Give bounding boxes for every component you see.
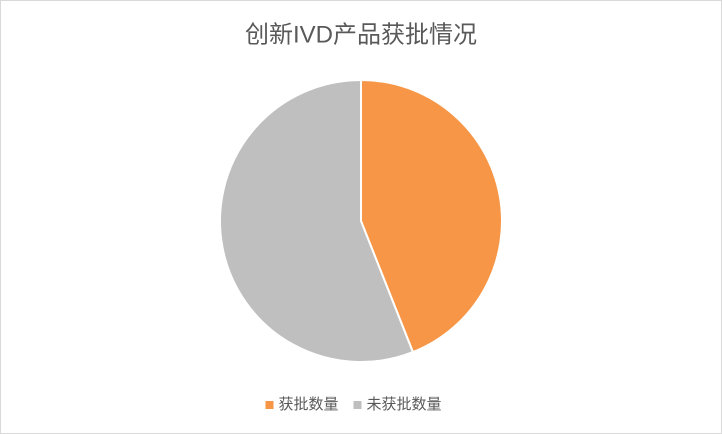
chart-title: 创新IVD产品获批情况 [245, 21, 477, 48]
legend-label: 未获批数量 [367, 396, 442, 413]
pie-slice [219, 78, 415, 363]
legend-swatch [265, 401, 274, 409]
pie-slice [360, 78, 503, 354]
legend-label: 获批数量 [279, 396, 339, 413]
legend-swatch [353, 401, 362, 409]
